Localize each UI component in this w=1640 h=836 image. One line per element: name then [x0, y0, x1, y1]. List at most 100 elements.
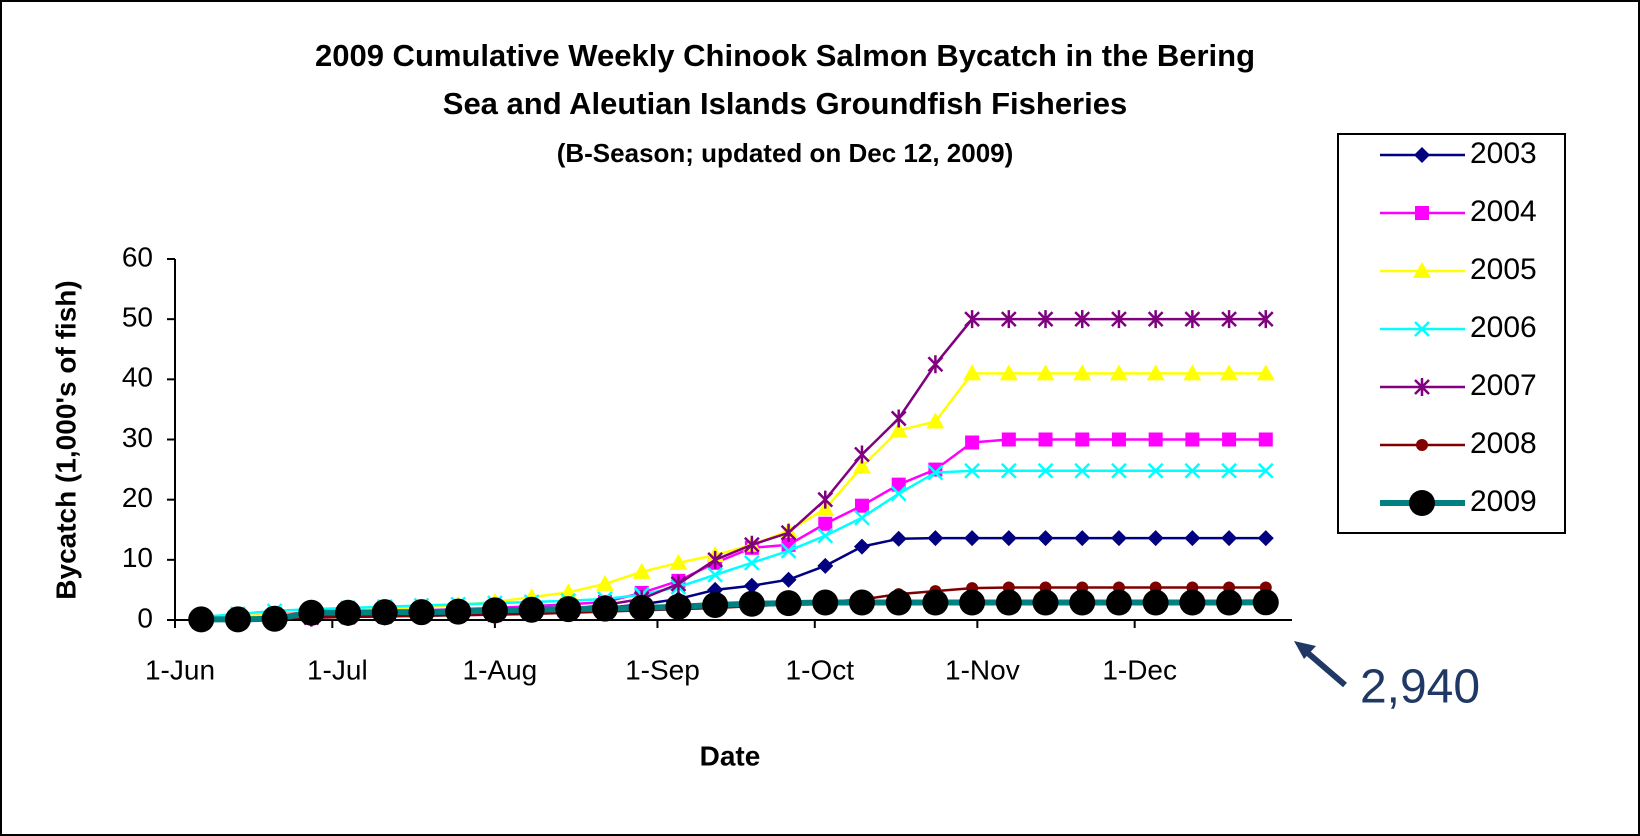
legend-label: 2008 — [1470, 427, 1537, 460]
data-point — [1258, 432, 1273, 447]
data-point — [335, 599, 362, 626]
data-point — [445, 598, 472, 625]
data-point — [1147, 462, 1164, 479]
data-point — [891, 477, 906, 492]
data-point — [1146, 364, 1165, 381]
data-point — [1038, 432, 1053, 447]
data-point — [848, 589, 875, 616]
data-point — [1000, 530, 1017, 547]
data-point — [1148, 432, 1163, 447]
data-point — [1184, 462, 1201, 479]
data-point — [964, 310, 980, 329]
data-point — [1074, 530, 1091, 547]
legend-box — [1337, 133, 1566, 534]
data-point — [963, 364, 982, 381]
data-point — [1185, 432, 1200, 447]
data-point — [780, 523, 797, 542]
data-point — [890, 530, 907, 547]
data-point — [854, 509, 870, 526]
data-point — [890, 485, 907, 502]
data-point — [1073, 364, 1092, 381]
x-tick-label: 1-Jul — [307, 654, 368, 685]
data-point — [1110, 530, 1127, 547]
data-point — [188, 606, 215, 633]
legend-marker — [1415, 206, 1429, 220]
data-point — [743, 577, 760, 594]
annotation-arrow — [1300, 645, 1347, 688]
data-point — [743, 554, 760, 571]
data-point — [1216, 589, 1243, 616]
data-point — [1074, 462, 1091, 479]
data-point — [707, 550, 724, 569]
data-point — [959, 589, 986, 616]
data-point — [1037, 310, 1054, 329]
data-point — [1111, 310, 1127, 329]
data-point — [1001, 432, 1016, 447]
data-point — [555, 596, 582, 623]
data-point — [1111, 432, 1126, 447]
data-point — [1147, 530, 1164, 547]
legend-marker — [1413, 262, 1431, 278]
data-point — [818, 516, 833, 531]
y-tick-label: 0 — [137, 602, 153, 633]
data-point — [927, 530, 944, 547]
data-point — [1221, 310, 1237, 329]
data-point — [669, 553, 688, 570]
data-point — [812, 589, 839, 616]
data-point — [1179, 589, 1206, 616]
data-point — [224, 606, 251, 633]
data-point — [1184, 310, 1201, 329]
data-point — [853, 538, 870, 555]
data-point — [743, 535, 760, 554]
data-point — [670, 574, 687, 593]
chart-title: Sea and Aleutian Islands Groundfish Fish… — [443, 86, 1127, 121]
data-point — [596, 574, 615, 591]
y-tick-label: 10 — [122, 542, 153, 573]
data-point — [1105, 589, 1132, 616]
data-point — [780, 571, 797, 588]
legend-label: 2003 — [1470, 137, 1537, 170]
y-tick-label: 20 — [122, 482, 153, 513]
legend-marker — [1414, 378, 1430, 396]
data-point — [1252, 589, 1279, 616]
data-point — [628, 594, 655, 621]
data-point — [1075, 432, 1090, 447]
data-point — [889, 421, 908, 438]
data-point — [707, 566, 724, 583]
legend-marker — [1414, 147, 1430, 163]
data-point — [1257, 462, 1274, 479]
data-point — [1032, 589, 1059, 616]
data-point — [371, 599, 398, 626]
data-point — [964, 462, 980, 479]
data-point — [964, 530, 981, 547]
data-point — [1069, 589, 1096, 616]
data-point — [775, 590, 802, 617]
y-tick-label: 40 — [122, 362, 153, 393]
data-point — [1000, 462, 1017, 479]
x-tick-label: 1-Oct — [786, 654, 855, 685]
data-point — [518, 596, 545, 623]
data-point — [926, 412, 945, 429]
x-tick-label: 1-Nov — [945, 654, 1020, 685]
x-tick-label: 1-Sep — [625, 654, 700, 685]
y-axis-label: Bycatch (1,000's of fish) — [50, 280, 81, 599]
data-point — [885, 589, 912, 616]
data-point — [702, 591, 729, 618]
data-point — [922, 589, 949, 616]
y-tick-label: 60 — [122, 241, 153, 272]
data-point — [890, 409, 907, 428]
legend-marker — [1416, 439, 1428, 451]
data-point — [1142, 589, 1169, 616]
data-point — [927, 355, 944, 374]
data-point — [1184, 530, 1201, 547]
data-point — [1256, 364, 1275, 381]
data-point — [1257, 530, 1274, 547]
data-point — [665, 593, 692, 620]
data-point — [817, 557, 834, 574]
data-point — [1109, 364, 1128, 381]
legend-marker — [1409, 490, 1435, 516]
data-point — [1147, 310, 1164, 329]
data-point — [261, 605, 288, 632]
